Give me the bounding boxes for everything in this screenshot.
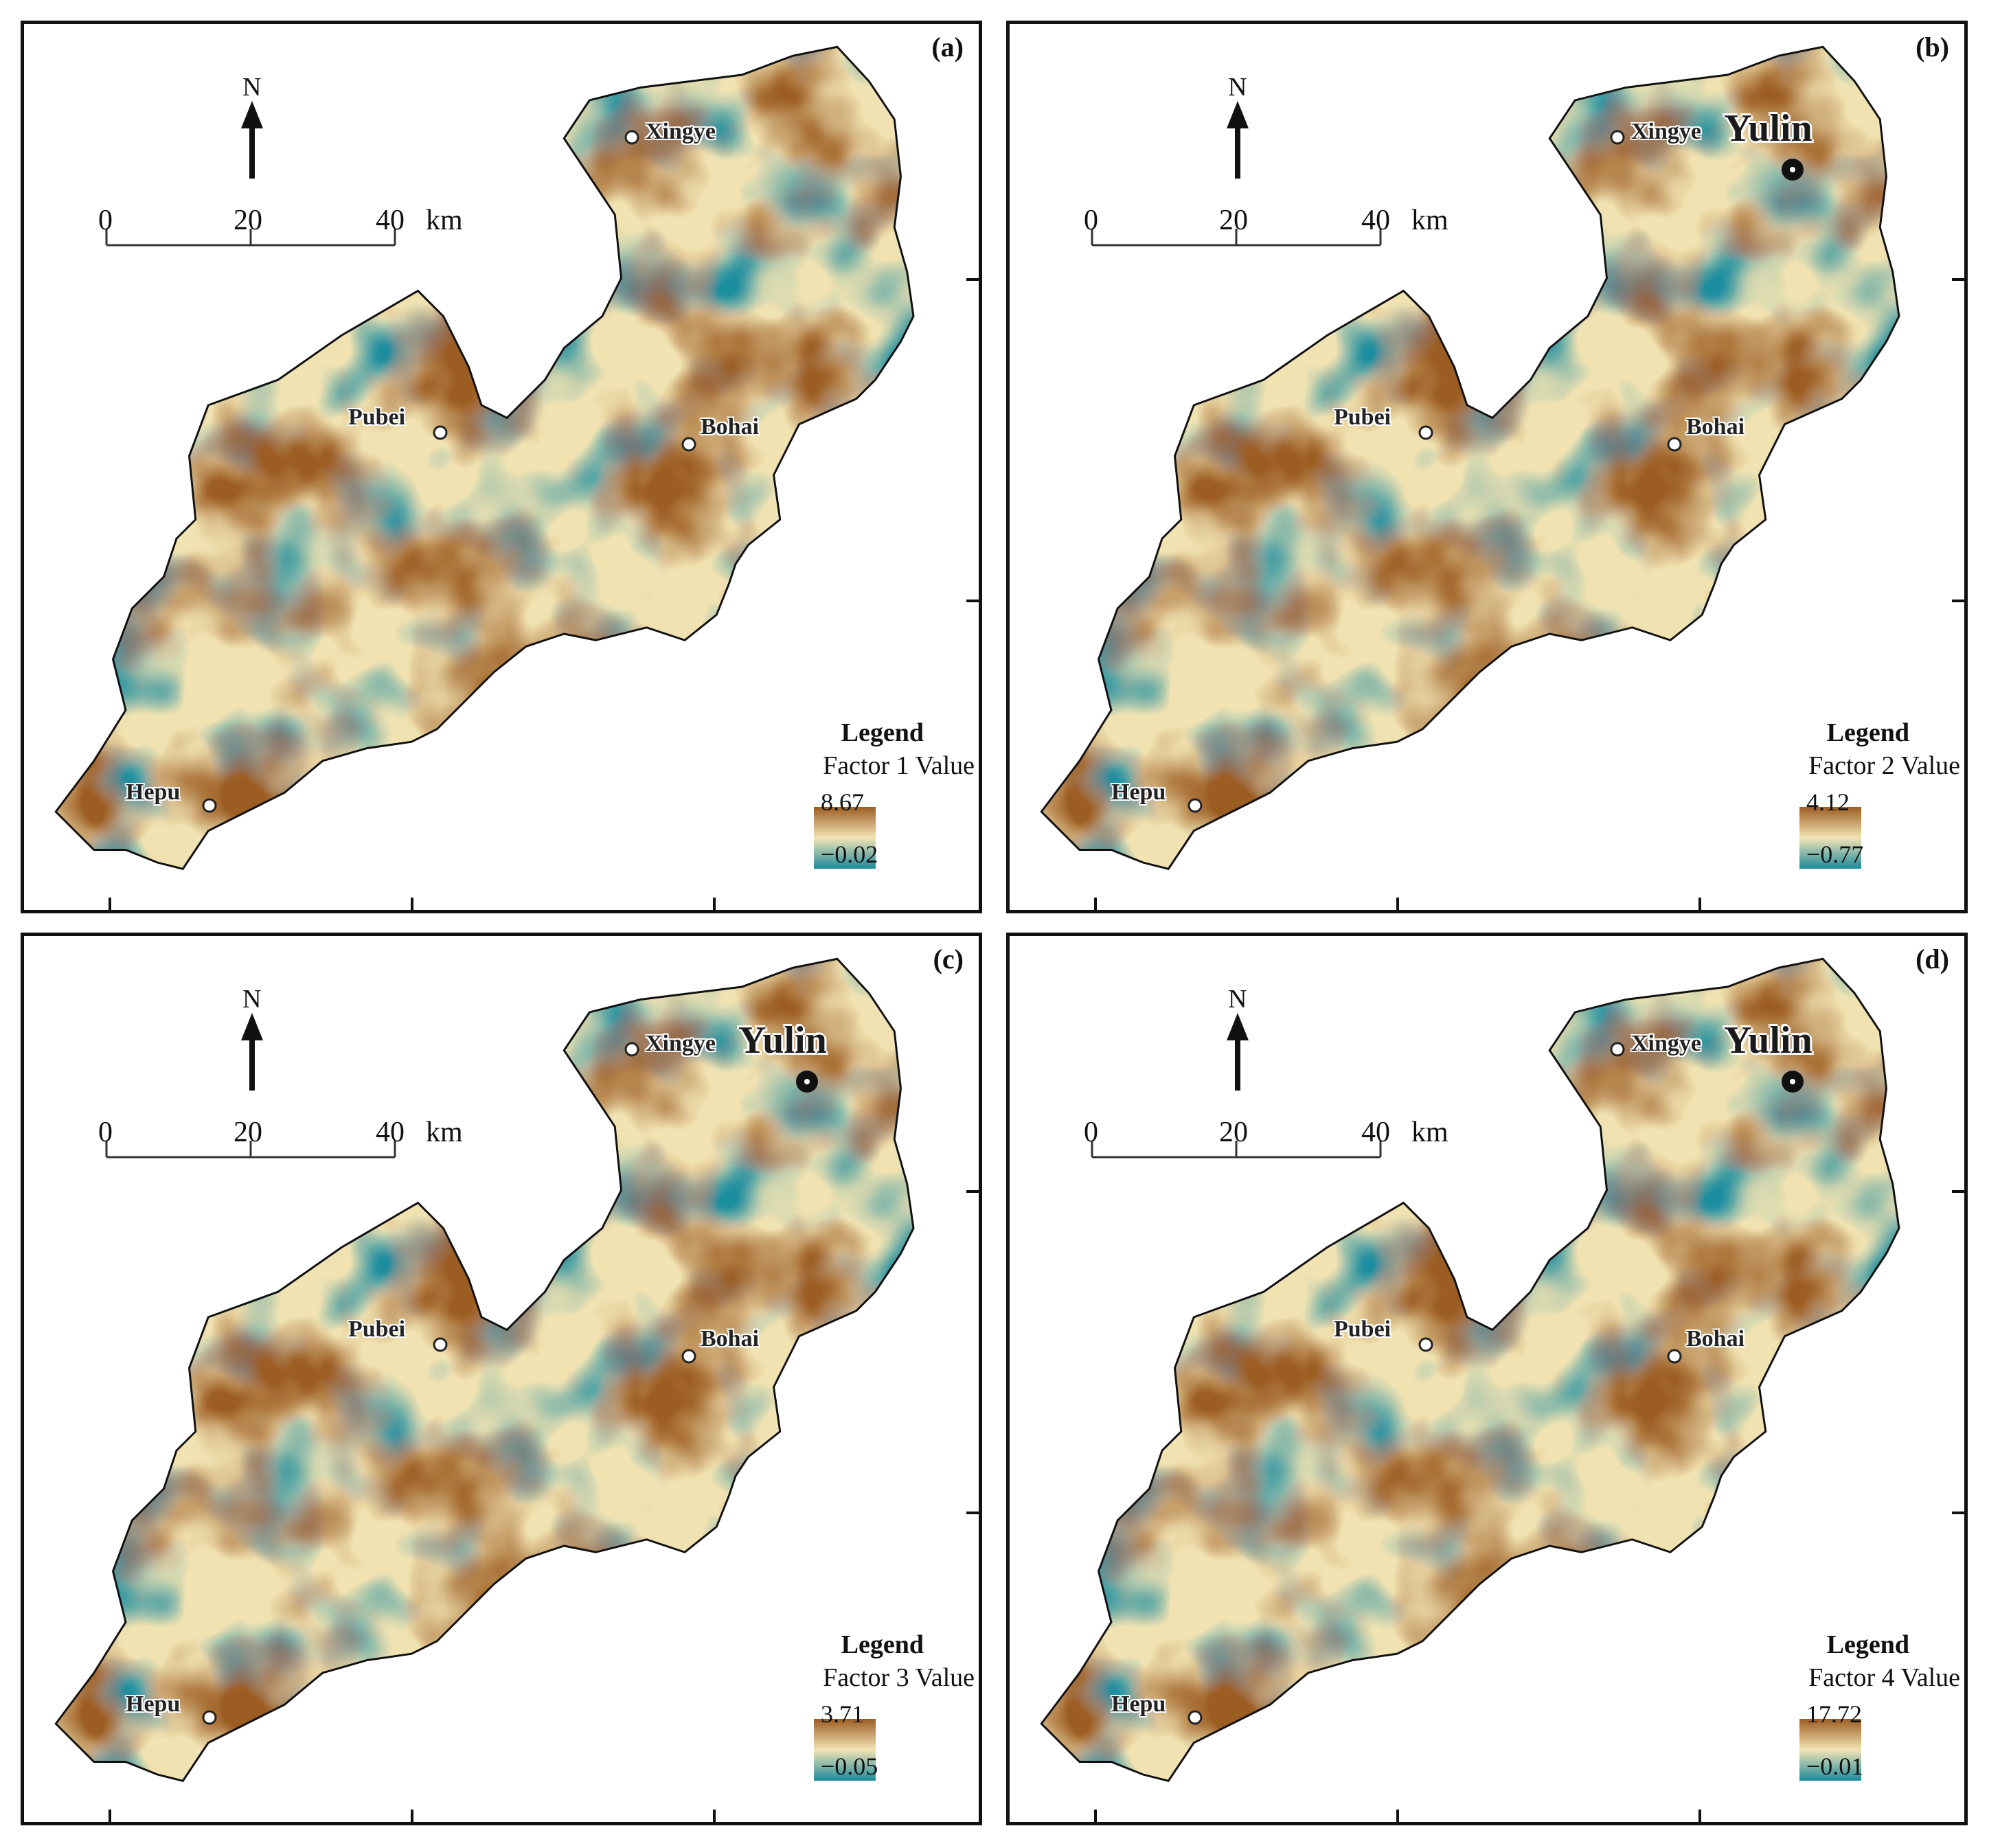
city-marker-yulin [1782,1071,1804,1093]
place-marker-xingye [1610,1042,1625,1057]
place-marker-bohai [1667,437,1682,452]
scale-unit: km [1411,205,1448,236]
north-arrow-icon [1227,1013,1249,1091]
legend-color-ramp [1799,807,1861,869]
place-label-hepu: Hepu [1111,1691,1166,1717]
legend-max-value: 17.72 [1806,1700,1862,1728]
legend-min-value: −0.01 [1806,1753,1864,1780]
legend-max-value: 8.67 [821,788,864,816]
legend-title: Legend [1826,1630,1909,1659]
place-label-bohai: Bohai [701,414,760,440]
place-label-xingye: Xingye [1631,1031,1701,1056]
map-canvas [24,936,979,1822]
scale-bar [105,1141,396,1159]
panel-label: (b) [1916,32,1949,62]
place-marker-xingye [1610,130,1625,145]
legend-title: Legend [841,718,924,747]
city-label-yulin: Yulin [1724,107,1812,150]
place-label-bohai: Bohai [1686,1326,1745,1351]
legend-color-ramp [814,1719,876,1781]
place-label-pubei: Pubei [348,404,406,430]
scale-tick-40: 40 [376,1117,405,1148]
legend-subtitle: Factor 1 Value [823,751,975,780]
place-marker-bohai [1667,1349,1682,1364]
place-marker-pubei [1418,425,1433,440]
scale-tick-0: 0 [98,205,113,236]
legend-min-value: −0.77 [1806,841,1864,868]
place-label-bohai: Bohai [1686,414,1745,440]
legend-min-value: −0.05 [821,1753,878,1780]
place-label-xingye: Xingye [1631,119,1701,144]
scale-unit: km [426,1117,463,1148]
place-label-bohai: Bohai [701,1326,760,1351]
map-panel-d: (d) N 0 20 40 km Xingye Pubei Bohai Hepu Yulin Leg… [1006,933,1968,1825]
city-marker-yulin [1782,159,1804,181]
panel-label: (a) [931,32,964,62]
place-marker-hepu [202,798,217,813]
scale-tick-0: 0 [1084,1117,1098,1148]
scale-tick-20: 20 [234,1117,262,1148]
scale-bar [105,229,396,247]
place-marker-hepu [1188,798,1203,813]
north-arrow-icon [241,1013,263,1091]
north-label: N [242,73,262,102]
map-panel-a: (a) N 0 20 40 km Xingye Pubei Bohai Hepu Legend Fa… [21,21,982,913]
scale-bar [1091,229,1382,247]
legend-subtitle: Factor 4 Value [1808,1663,1960,1692]
place-marker-pubei [433,1337,448,1352]
legend-color-ramp [1799,1719,1861,1781]
panel-label: (d) [1916,944,1949,974]
place-label-pubei: Pubei [348,1316,406,1342]
place-marker-xingye [624,1042,639,1057]
legend-max-value: 3.71 [821,1700,864,1728]
legend-title: Legend [841,1630,924,1659]
map-canvas [1010,24,1964,910]
city-label-yulin: Yulin [1724,1019,1812,1062]
north-arrow-icon [241,101,263,179]
city-label-yulin: Yulin [738,1019,827,1062]
legend-min-value: −0.02 [821,841,878,868]
scale-unit: km [426,205,463,236]
place-label-hepu: Hepu [126,779,181,805]
place-marker-bohai [681,1349,696,1364]
scale-unit: km [1411,1117,1448,1148]
place-marker-hepu [202,1710,217,1725]
legend-max-value: 4.12 [1806,788,1850,816]
north-label: N [242,985,262,1014]
place-label-pubei: Pubei [1334,1316,1391,1342]
place-label-hepu: Hepu [126,1691,181,1717]
scale-tick-20: 20 [1219,205,1248,236]
place-marker-bohai [681,437,696,452]
place-label-xingye: Xingye [646,119,716,144]
north-arrow-icon [1227,101,1249,179]
panel-label: (c) [933,944,964,974]
legend-subtitle: Factor 3 Value [823,1663,975,1692]
scale-tick-40: 40 [1361,1117,1390,1148]
scale-tick-20: 20 [1219,1117,1248,1148]
scale-tick-40: 40 [1361,205,1390,236]
scale-bar [1091,1141,1382,1159]
place-marker-pubei [1418,1337,1433,1352]
map-panel-b: (b) N 0 20 40 km Xingye Pubei Bohai Hepu Yulin Leg… [1006,21,1968,913]
place-label-pubei: Pubei [1334,404,1391,430]
north-label: N [1228,985,1247,1014]
place-marker-xingye [624,130,639,145]
scale-tick-0: 0 [98,1117,113,1148]
map-canvas [24,24,979,910]
map-canvas [1010,936,1964,1822]
place-marker-pubei [433,425,448,440]
city-marker-yulin [796,1071,818,1093]
north-label: N [1228,73,1247,102]
legend-color-ramp [814,807,876,869]
legend-title: Legend [1826,718,1909,747]
scale-tick-40: 40 [376,205,405,236]
place-label-hepu: Hepu [1111,779,1166,805]
legend-subtitle: Factor 2 Value [1808,751,1960,780]
place-label-xingye: Xingye [646,1031,716,1056]
scale-tick-20: 20 [234,205,262,236]
place-marker-hepu [1188,1710,1203,1725]
scale-tick-0: 0 [1084,205,1098,236]
map-panel-c: (c) N 0 20 40 km Xingye Pubei Bohai Hepu Yulin Leg… [21,933,982,1825]
